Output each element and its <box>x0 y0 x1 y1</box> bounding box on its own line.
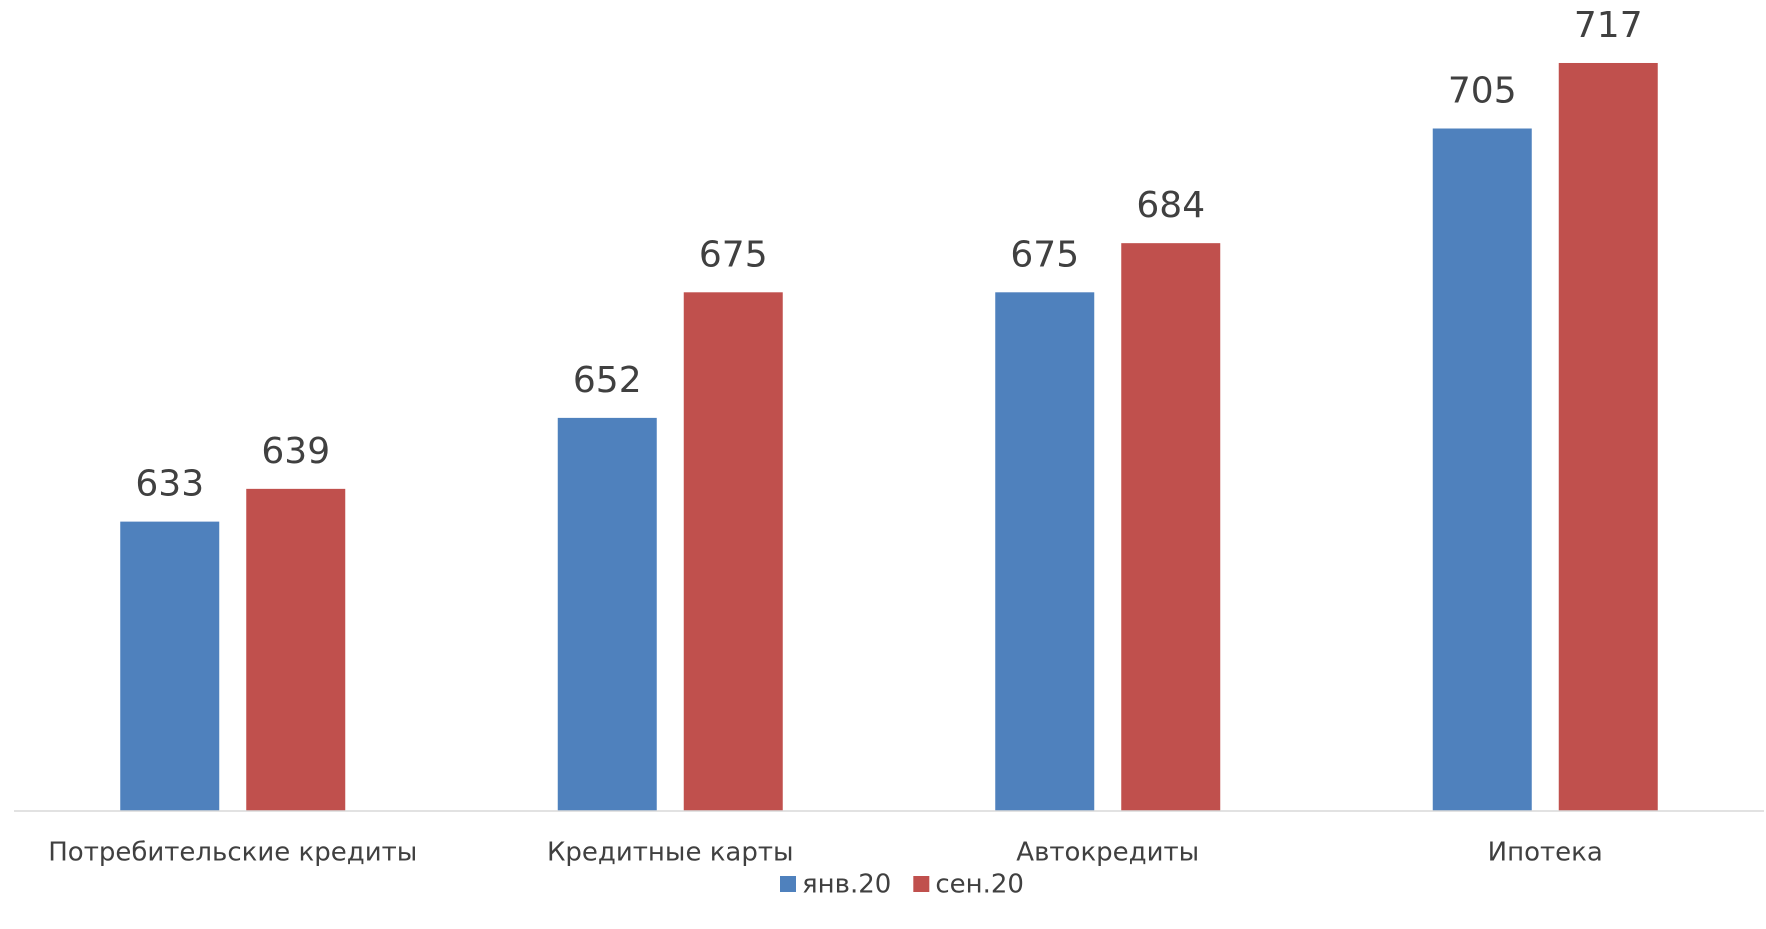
data-label: 652 <box>573 360 642 401</box>
legend-label: сен.20 <box>935 870 1024 900</box>
legend-swatch <box>780 876 796 892</box>
x-tick-label: Автокредиты <box>1016 838 1199 868</box>
data-label: 684 <box>1136 185 1205 226</box>
legend-swatch <box>913 876 930 892</box>
bar <box>1558 62 1658 812</box>
bar <box>246 488 346 811</box>
data-label: 675 <box>1010 234 1079 275</box>
bar <box>1121 243 1221 811</box>
data-label: 675 <box>699 234 768 275</box>
bar <box>1432 128 1532 811</box>
data-label: 639 <box>261 431 330 472</box>
data-label: 705 <box>1448 71 1517 112</box>
data-label: 633 <box>135 464 204 505</box>
bar <box>557 417 657 811</box>
bar <box>120 521 220 811</box>
data-label: 717 <box>1574 5 1643 46</box>
x-tick-label: Кредитные карты <box>547 838 794 868</box>
x-tick-label: Ипотека <box>1488 838 1603 868</box>
x-tick-label: Потребительские кредиты <box>48 838 417 868</box>
bar <box>995 292 1095 811</box>
legend-label: янв.20 <box>802 870 891 900</box>
bar <box>683 292 783 811</box>
